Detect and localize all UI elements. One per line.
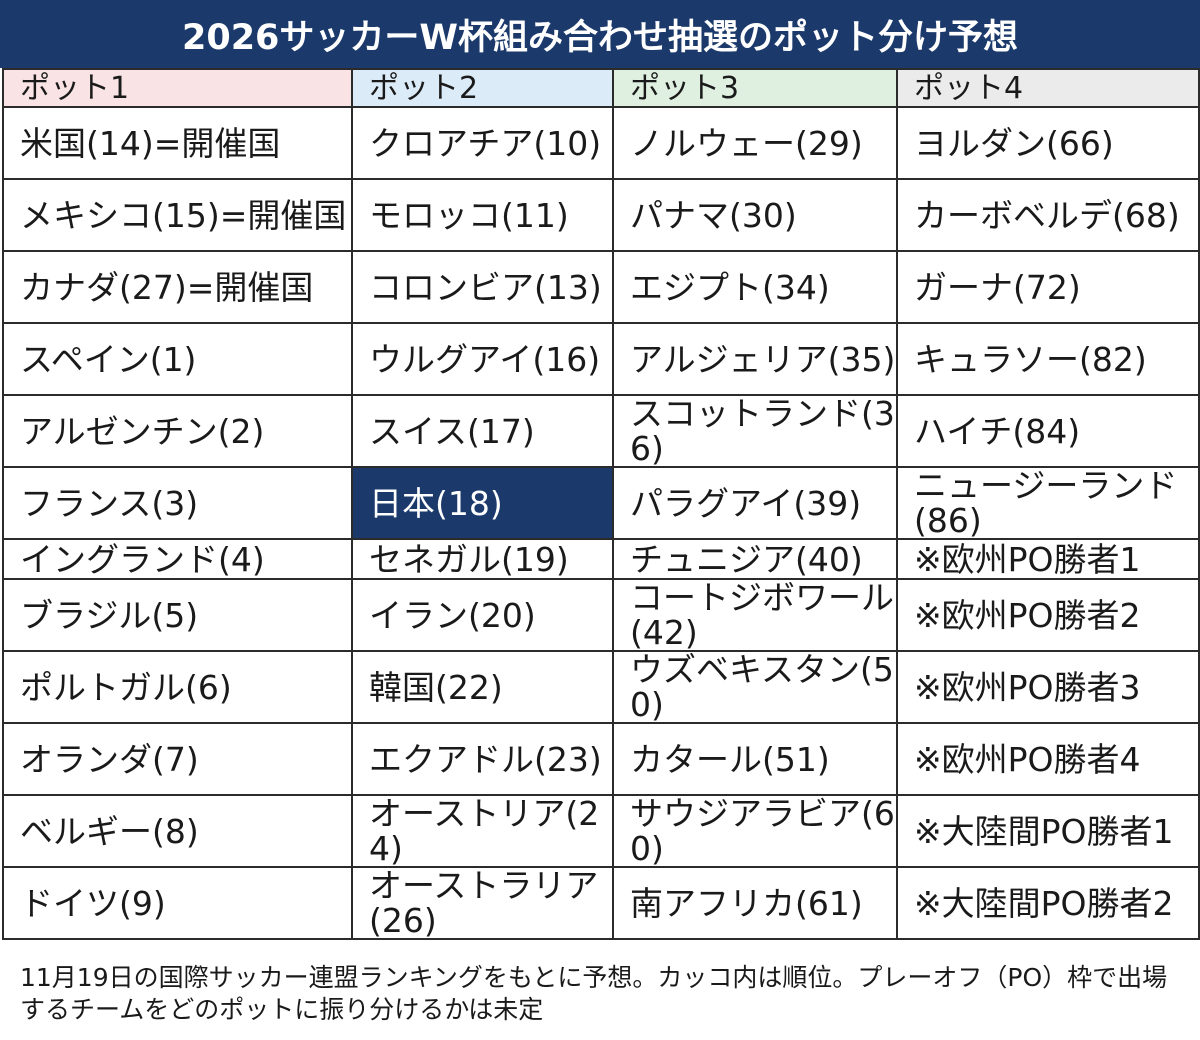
pot3-header: ポット3 xyxy=(612,68,898,108)
table-cell: カナダ(27)=開催国 xyxy=(2,250,353,324)
table-row: スペイン(1) ウルグアイ(16) アルジェリア(35) キュラソー(82) xyxy=(2,322,1200,396)
table-row: 米国(14)=開催国 クロアチア(10) ノルウェー(29) ヨルダン(66) xyxy=(2,106,1200,180)
table-cell: ※欧州PO勝者1 xyxy=(896,538,1200,580)
header-row: ポット1 ポット2 ポット3 ポット4 xyxy=(2,68,1200,108)
table-row: フランス(3) 日本(18) パラグアイ(39) ニュージーランド(86) xyxy=(2,466,1200,540)
table-cell: アルジェリア(35) xyxy=(612,322,898,396)
table-cell: 南アフリカ(61) xyxy=(612,866,898,940)
table-cell: ベルギー(8) xyxy=(2,794,353,868)
table-cell: セネガル(19) xyxy=(351,538,614,580)
table-cell: エジプト(34) xyxy=(612,250,898,324)
table-cell: オランダ(7) xyxy=(2,722,353,796)
table-cell: イングランド(4) xyxy=(2,538,353,580)
table-cell: ノルウェー(29) xyxy=(612,106,898,180)
table-cell: パナマ(30) xyxy=(612,178,898,252)
pot4-header: ポット4 xyxy=(896,68,1200,108)
table-cell: メキシコ(15)=開催国 xyxy=(2,178,353,252)
table-row: ポルトガル(6) 韓国(22) ウズベキスタン(50) ※欧州PO勝者3 xyxy=(2,650,1200,724)
table-cell: オーストリア(24) xyxy=(351,794,614,868)
table-cell: ※大陸間PO勝者2 xyxy=(896,866,1200,940)
footnote: 11月19日の国際サッカー連盟ランキングをもとに予想。カッコ内は順位。プレーオフ… xyxy=(20,963,1168,1024)
table-cell: イラン(20) xyxy=(351,578,614,652)
table-cell: クロアチア(10) xyxy=(351,106,614,180)
table-cell: パラグアイ(39) xyxy=(612,466,898,540)
table-cell: スペイン(1) xyxy=(2,322,353,396)
table-cell: コートジボワール(42) xyxy=(612,578,898,652)
table-cell: ポルトガル(6) xyxy=(2,650,353,724)
table-cell: ドイツ(9) xyxy=(2,866,353,940)
table-cell: チュニジア(40) xyxy=(612,538,898,580)
table-cell: フランス(3) xyxy=(2,466,353,540)
table-row: ベルギー(8) オーストリア(24) サウジアラビア(60) ※大陸間PO勝者1 xyxy=(2,794,1200,868)
table-cell: ※欧州PO勝者2 xyxy=(896,578,1200,652)
page-title: 2026サッカーW杯組み合わせ抽選のポット分け予想 xyxy=(0,0,1200,68)
table-row: ブラジル(5) イラン(20) コートジボワール(42) ※欧州PO勝者2 xyxy=(2,578,1200,652)
table-cell: サウジアラビア(60) xyxy=(612,794,898,868)
table-cell: ヨルダン(66) xyxy=(896,106,1200,180)
table-cell: ウルグアイ(16) xyxy=(351,322,614,396)
table-row: カナダ(27)=開催国 コロンビア(13) エジプト(34) ガーナ(72) xyxy=(2,250,1200,324)
table-row: ドイツ(9) オーストラリア(26) 南アフリカ(61) ※大陸間PO勝者2 xyxy=(2,866,1200,940)
table-cell: カタール(51) xyxy=(612,722,898,796)
table-cell: ※欧州PO勝者3 xyxy=(896,650,1200,724)
table-row: メキシコ(15)=開催国 モロッコ(11) パナマ(30) カーボベルデ(68) xyxy=(2,178,1200,252)
table-cell: 韓国(22) xyxy=(351,650,614,724)
pot1-header: ポット1 xyxy=(2,68,353,108)
table-cell: エクアドル(23) xyxy=(351,722,614,796)
table-cell: スイス(17) xyxy=(351,394,614,468)
table-cell: 米国(14)=開催国 xyxy=(2,106,353,180)
table-cell: ハイチ(84) xyxy=(896,394,1200,468)
table-cell: キュラソー(82) xyxy=(896,322,1200,396)
table-cell: ※欧州PO勝者4 xyxy=(896,722,1200,796)
table-cell: コロンビア(13) xyxy=(351,250,614,324)
table-cell: モロッコ(11) xyxy=(351,178,614,252)
table-cell: カーボベルデ(68) xyxy=(896,178,1200,252)
table-cell: スコットランド(36) xyxy=(612,394,898,468)
pot-table: ポット1 ポット2 ポット3 ポット4 米国(14)=開催国 クロアチア(10)… xyxy=(2,68,1200,940)
table-row: イングランド(4) セネガル(19) チュニジア(40) ※欧州PO勝者1 xyxy=(2,538,1200,580)
table-row: アルゼンチン(2) スイス(17) スコットランド(36) ハイチ(84) xyxy=(2,394,1200,468)
table-cell: ガーナ(72) xyxy=(896,250,1200,324)
table-cell: ウズベキスタン(50) xyxy=(612,650,898,724)
table-cell: オーストラリア(26) xyxy=(351,866,614,940)
table-cell: ニュージーランド(86) xyxy=(896,466,1200,540)
table-cell: アルゼンチン(2) xyxy=(2,394,353,468)
pot2-header: ポット2 xyxy=(351,68,614,108)
table-row: オランダ(7) エクアドル(23) カタール(51) ※欧州PO勝者4 xyxy=(2,722,1200,796)
table-cell: ※大陸間PO勝者1 xyxy=(896,794,1200,868)
highlighted-cell-japan: 日本(18) xyxy=(351,466,614,540)
table-cell: ブラジル(5) xyxy=(2,578,353,652)
